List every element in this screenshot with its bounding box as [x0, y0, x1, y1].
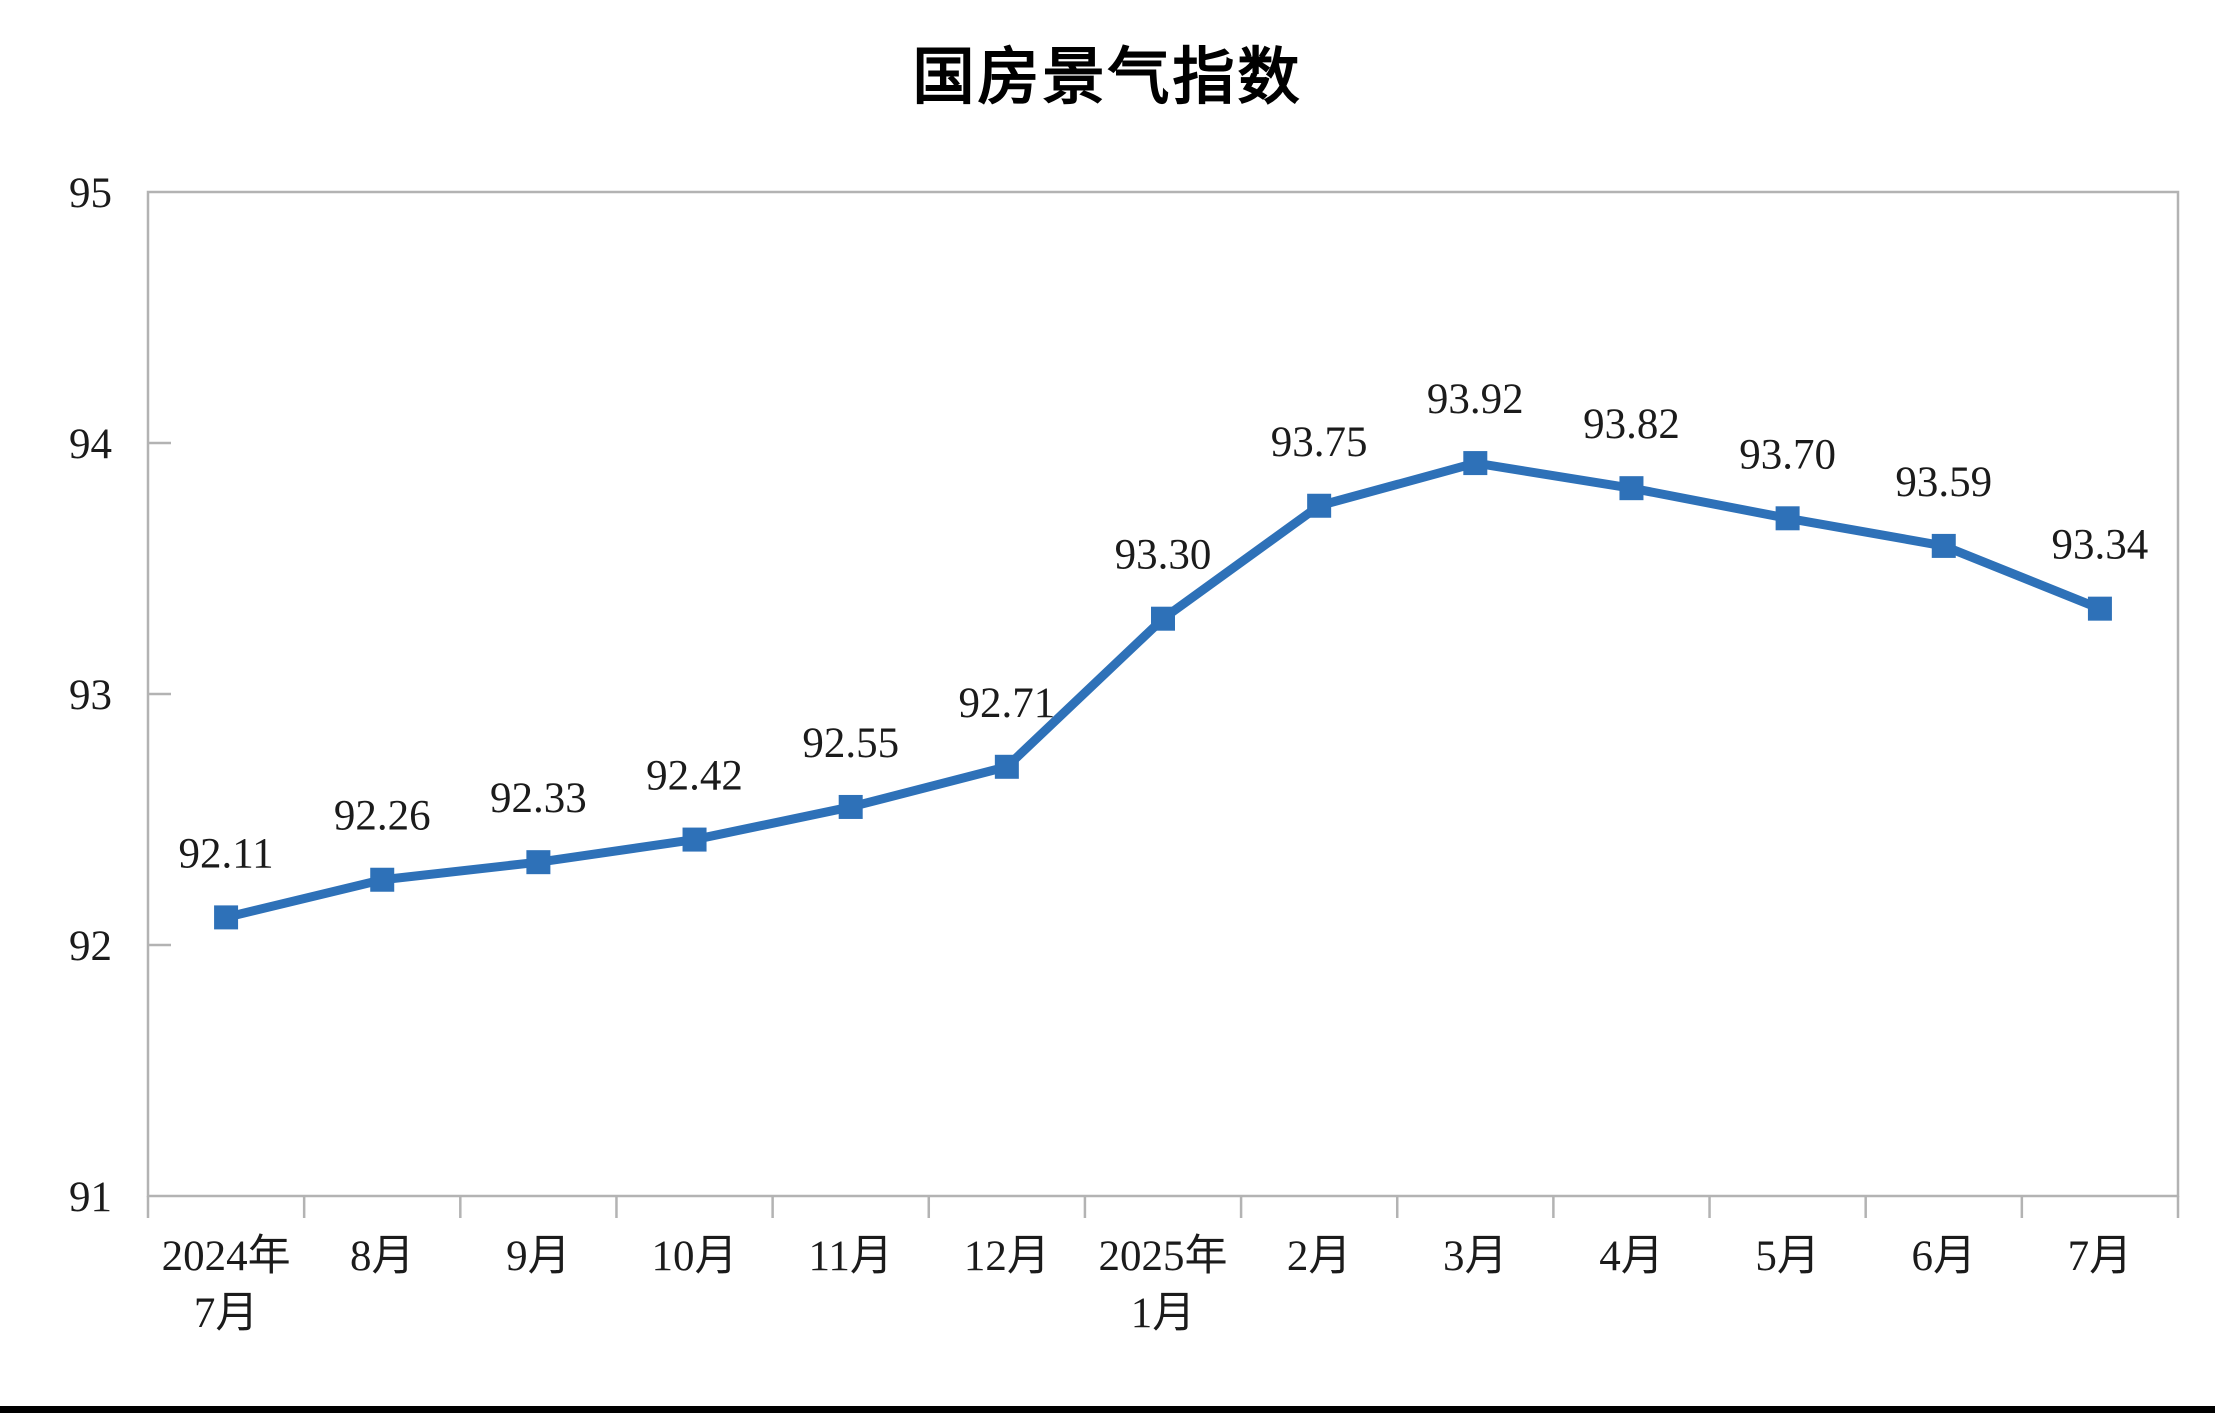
x-axis-tick-label: 6月	[1912, 1233, 1977, 1280]
x-axis-tick-label: 7月	[2068, 1233, 2133, 1280]
data-point-marker	[370, 867, 395, 892]
x-axis-tick-label: 4月	[1599, 1233, 1664, 1280]
data-point-label: 92.26	[334, 793, 431, 840]
y-axis-tick-label: 95	[69, 170, 112, 217]
page-bottom-divider	[0, 1406, 2215, 1413]
x-axis-tick-label: 12月	[964, 1233, 1050, 1280]
data-point-marker	[1307, 493, 1332, 518]
data-point-label: 92.71	[958, 680, 1055, 727]
x-axis-tick-label: 8月	[350, 1233, 415, 1280]
data-point-label: 93.30	[1115, 532, 1212, 579]
data-point-marker	[2087, 596, 2112, 621]
x-axis-tick-label: 3月	[1443, 1233, 1508, 1280]
data-point-label: 92.11	[178, 830, 273, 877]
data-point-label: 92.33	[490, 775, 587, 822]
data-point-marker	[1619, 476, 1644, 501]
y-axis-tick-label: 91	[69, 1174, 112, 1221]
x-axis-tick-label: 9月	[506, 1233, 571, 1280]
data-point-label: 93.75	[1271, 419, 1368, 466]
x-axis-tick-label: 2024年	[162, 1233, 291, 1280]
data-point-label: 93.92	[1427, 376, 1524, 423]
data-point-marker	[1931, 533, 1956, 558]
data-point-marker	[214, 905, 239, 930]
x-axis-tick-label: 10月	[652, 1233, 738, 1280]
x-axis-tick-label: 1月	[1131, 1290, 1196, 1337]
y-axis-tick-label: 93	[69, 672, 112, 719]
x-axis-tick-label: 7月	[194, 1290, 259, 1337]
data-point-marker	[838, 794, 863, 819]
data-point-label: 93.82	[1583, 401, 1680, 448]
data-point-marker	[526, 850, 551, 875]
data-point-marker	[682, 827, 707, 852]
y-axis-tick-label: 92	[69, 923, 112, 970]
y-axis-tick-label: 94	[69, 421, 112, 468]
data-point-label: 92.42	[646, 753, 743, 800]
data-point-label: 92.55	[802, 720, 899, 767]
x-axis-tick-label: 5月	[1755, 1233, 1820, 1280]
data-point-marker	[1775, 506, 1800, 531]
x-axis-tick-label: 11月	[808, 1233, 892, 1280]
chart-title: 国房景气指数	[912, 43, 1303, 112]
x-axis-tick-label: 2月	[1287, 1233, 1352, 1280]
data-point-marker	[1463, 451, 1488, 476]
data-point-marker	[994, 754, 1019, 779]
data-point-label: 93.59	[1895, 459, 1992, 506]
data-point-marker	[1151, 606, 1175, 631]
x-axis-tick-label: 2025年	[1099, 1233, 1228, 1280]
data-point-label: 93.70	[1739, 431, 1836, 478]
data-point-label: 93.34	[2052, 522, 2149, 569]
plot-border	[146, 190, 2180, 1198]
